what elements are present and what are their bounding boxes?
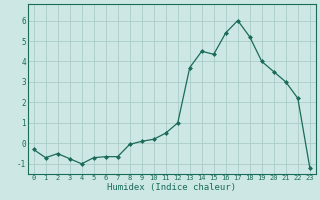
X-axis label: Humidex (Indice chaleur): Humidex (Indice chaleur)	[107, 183, 236, 192]
